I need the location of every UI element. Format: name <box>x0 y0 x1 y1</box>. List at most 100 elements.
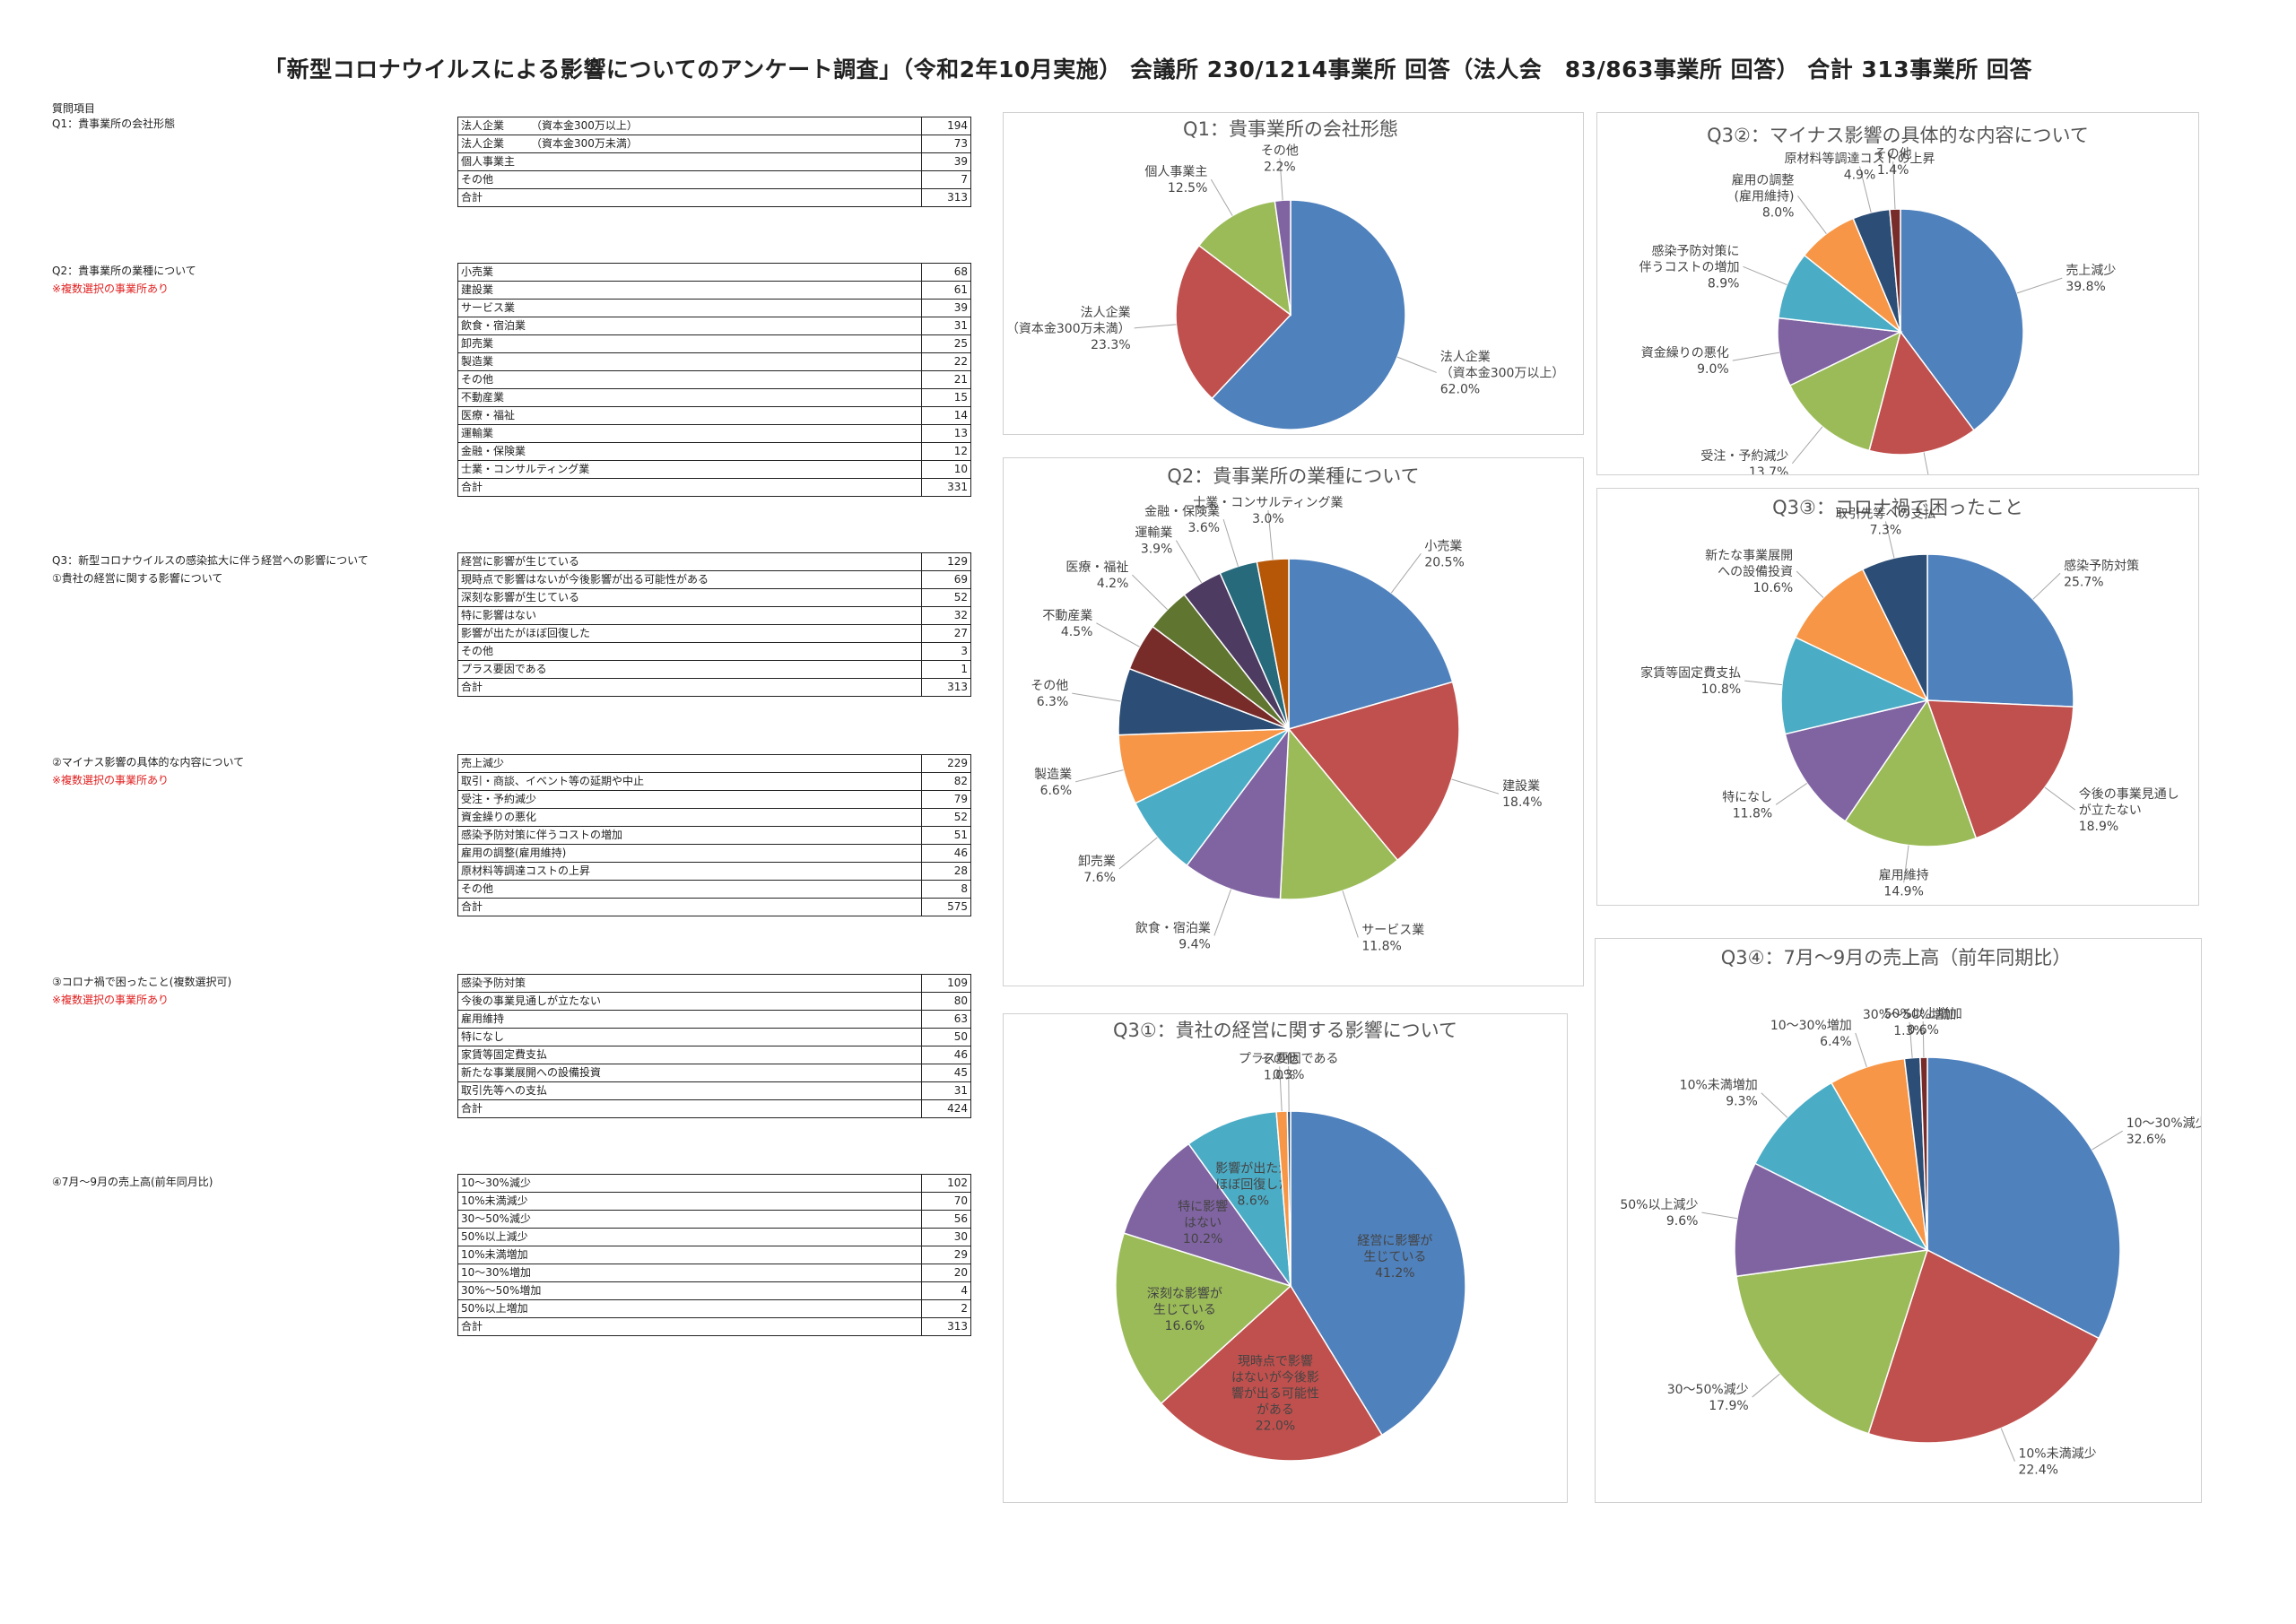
table-row: 取引先等への支払 31 <box>457 1081 971 1100</box>
chart-title: Q3④：7月～9月の売上高（前年同期比） <box>1721 947 2071 968</box>
leader-line <box>1396 356 1437 373</box>
q-label-4: ③コロナ禍で困ったこと(複数選択可) ※複数選択の事業所あり <box>52 973 231 1009</box>
pie-slice <box>1734 1162 1930 1278</box>
q-label-line: ③コロナ禍で困ったこと(複数選択可) <box>52 976 232 988</box>
row-label: 家賃等固定費支払 <box>457 1046 922 1064</box>
row-label: 法人企業 （資本金300万未満） <box>457 135 922 153</box>
slice-name: 医療・福祉 <box>1065 560 1128 575</box>
row-label: 建設業 <box>457 281 922 300</box>
slice-label: 卸売業 7.6% <box>1078 855 1116 885</box>
row-value: 8 <box>921 880 971 899</box>
slice-label: 10～30%減少 32.6% <box>2126 1116 2201 1147</box>
slice-label: 医療・福祉 4.2% <box>1065 560 1128 591</box>
slice-name: （資本金300万以上） <box>1440 366 1565 380</box>
questions-header: 質問項目 <box>52 102 96 115</box>
slice-percent: 4.2% <box>1097 577 1129 591</box>
row-label: 合計 <box>457 1317 922 1336</box>
slice-label: 金融・保険業 3.6% <box>1144 505 1220 535</box>
row-label: その他 <box>457 880 922 899</box>
pie-slice <box>1279 727 1399 900</box>
row-value: 46 <box>921 1046 971 1064</box>
row-label: 10%未満減少 <box>457 1192 922 1211</box>
chart-q3-4: Q3④：7月～9月の売上高（前年同期比） 10～30%減少 32.6% 10%未満減少… <box>1595 938 2202 1503</box>
slice-percent: 1.4% <box>1877 163 1909 178</box>
table-row: 法人企業 （資本金300万未満） 73 <box>457 135 971 153</box>
row-label: 10%未満増加 <box>457 1246 922 1264</box>
row-value: 4 <box>921 1281 971 1300</box>
q-label-line: Q3：新型コロナウイルスの感染拡大に伴う経営への影響について <box>52 554 369 567</box>
pie-slice <box>1187 1110 1292 1289</box>
pie-slice <box>1926 553 2074 708</box>
slice-percent: 3.0% <box>1252 512 1284 526</box>
leader-line <box>1775 783 1808 805</box>
slice-percent: 9.6% <box>1666 1214 1699 1229</box>
slice-percent: 3.9% <box>1141 543 1173 557</box>
row-label: 個人事業主 <box>457 152 922 171</box>
pie-slice <box>1794 568 1929 702</box>
slice-name: 飲食・宿泊業 <box>1135 920 1211 935</box>
pie-slice <box>1286 1110 1292 1287</box>
slice-name: 新たな事業展開 <box>1705 549 1793 563</box>
leader-line <box>1451 778 1500 795</box>
slice-label: 取引先等への支払 7.3% <box>1835 506 1935 537</box>
table-row: 合計 424 <box>457 1099 971 1118</box>
row-value: 46 <box>921 844 971 863</box>
slice-label: プラス要因である 0.3% <box>1239 1052 1339 1082</box>
row-value: 102 <box>921 1174 971 1193</box>
row-label: その他 <box>457 642 922 661</box>
chart-title: Q3②：マイナス影響の具体的な内容について <box>1707 125 2089 146</box>
chart-q3-4-svg: Q3④：7月～9月の売上高（前年同期比） 10～30%減少 32.6% 10%未満減少… <box>1620 947 2201 1478</box>
table-q2: 小売業 68 建設業 61 サービス業 39 飲食・宿泊業 31 卸売業 25 製造業 22 その他 21… <box>457 263 971 497</box>
row-label: 合計 <box>457 478 922 497</box>
pie-slice <box>1123 1142 1292 1288</box>
table-row: 30%～50%増加 4 <box>457 1281 971 1300</box>
pie-slice <box>1889 208 1901 333</box>
slice-label: 10%未満減少 22.4% <box>2018 1446 2096 1478</box>
slice-name: 雇用の調整 <box>1731 172 1794 187</box>
slice-percent: 17.9% <box>1709 1399 1748 1413</box>
slice-label: 士業・コンサルティング業 3.0% <box>1193 496 1343 526</box>
table-row: 法人企業 （資本金300万以上） 194 <box>457 117 971 135</box>
row-value: 29 <box>921 1246 971 1264</box>
slice-name: (雇用維持) <box>1735 188 1795 204</box>
row-label: 30～50%減少 <box>457 1210 922 1229</box>
q-label-line: Q2：貴事業所の業種について <box>52 265 196 277</box>
table-row: 10～30%減少 102 <box>457 1174 971 1193</box>
slice-percent: 14.9% <box>1883 884 1923 899</box>
row-label: 雇用の調整(雇用維持) <box>457 844 922 863</box>
table-row: 合計 313 <box>457 188 971 207</box>
table-row: 現時点で影響はないが今後影響が出る可能性がある 69 <box>457 570 971 589</box>
table-row: 特になし 50 <box>457 1028 971 1046</box>
slice-percent: 22.0% <box>1256 1420 1295 1434</box>
slice-percent: 7.3% <box>1870 523 1902 537</box>
row-value: 12 <box>921 442 971 461</box>
leader-line <box>1761 1092 1788 1118</box>
pie-slice <box>1844 699 1978 847</box>
slice-percent: 6.4% <box>1820 1035 1852 1049</box>
row-label: 特に影響はない <box>457 606 922 625</box>
slice-label: その他 1.4% <box>1874 147 1912 178</box>
slice-percent: 62.0% <box>1440 382 1480 396</box>
slice-label: 法人企業 （資本金300万未満） 23.3% <box>1006 305 1131 352</box>
table-row: その他 7 <box>457 170 971 189</box>
table-row: 雇用維持 63 <box>457 1010 971 1029</box>
leader-line <box>1923 452 1929 474</box>
slice-percent: 11.8% <box>1361 939 1401 953</box>
slice-label: 建設業 18.4% <box>1502 779 1542 810</box>
slice-percent: 20.5% <box>1424 555 1464 569</box>
leader-line <box>1892 161 1896 210</box>
leader-line <box>1175 540 1203 584</box>
table-row: 10%未満増加 29 <box>457 1246 971 1264</box>
slice-label: 10～30%増加 6.4% <box>1770 1019 1852 1049</box>
table-q3-4: 10～30%減少 102 10%未満減少 70 30～50%減少 56 50%以上減少 30 1… <box>457 1174 971 1336</box>
table-row: その他 3 <box>457 642 971 661</box>
q-label-0: Q1：貴事業所の会社形態 <box>52 115 175 133</box>
leader-line <box>1884 521 1895 559</box>
row-label: 50%以上増加 <box>457 1299 922 1318</box>
row-label: 飲食・宿泊業 <box>457 317 922 335</box>
pie-slice <box>1197 200 1292 317</box>
row-label: 今後の事業見通しが立たない <box>457 992 922 1011</box>
row-value: 50 <box>921 1028 971 1046</box>
row-value: 3 <box>921 642 971 661</box>
